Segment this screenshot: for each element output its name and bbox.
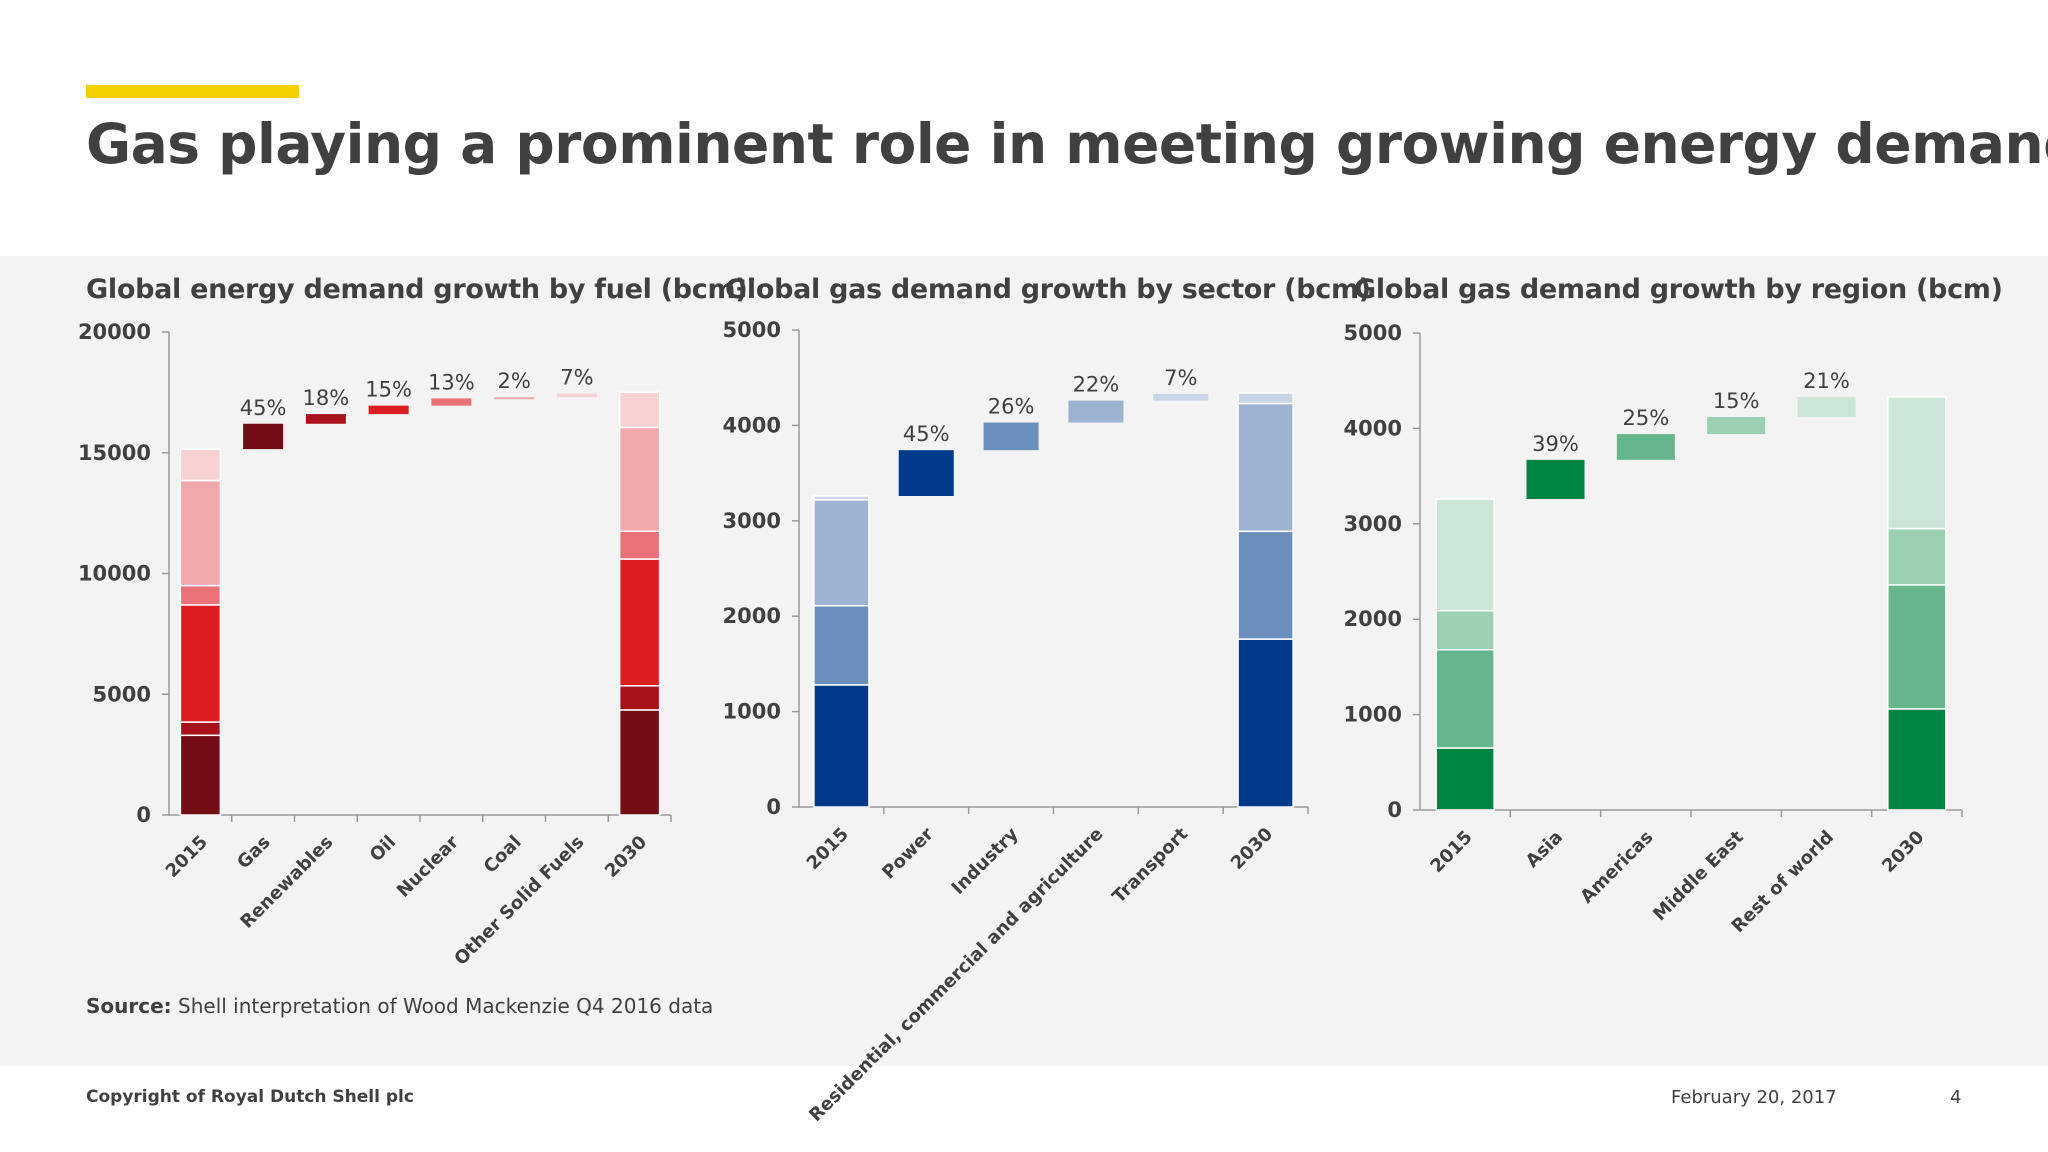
accent-bar	[86, 85, 299, 98]
y-tick-label: 0	[136, 803, 151, 827]
data-label-americas: 25%	[1622, 406, 1669, 430]
bar-rest-of-world	[1797, 396, 1856, 417]
bar-2015-segment-3	[1435, 498, 1495, 612]
source-label: Source:	[86, 994, 172, 1018]
bar-2015-segment-0	[1435, 747, 1495, 811]
bar-2030-segment-2	[618, 558, 661, 687]
y-tick-label: 1000	[723, 700, 781, 724]
source-note: Source: Shell interpretation of Wood Mac…	[86, 994, 713, 1018]
bar-2015-segment-1	[1435, 648, 1495, 749]
data-label-residential-commercial-and-agriculture: 22%	[1073, 373, 1120, 397]
y-tick-label: 1000	[1344, 703, 1402, 727]
bar-2015-segment-0	[813, 684, 870, 808]
data-label-rest-of-world: 21%	[1803, 369, 1850, 393]
bar-2030-segment-1	[1887, 584, 1947, 710]
data-label-middle-east: 15%	[1713, 389, 1760, 413]
y-tick-label: 0	[766, 795, 781, 819]
x-tick-label-2030: 2030	[1878, 827, 1928, 877]
data-label-industry: 26%	[988, 395, 1035, 419]
bar-2030-segment-5	[618, 391, 661, 429]
x-tick-label-asia: Asia	[1522, 827, 1567, 872]
data-label-gas: 45%	[240, 396, 287, 420]
y-tick-label: 10000	[78, 562, 151, 586]
bar-2015-segment-3	[813, 495, 870, 501]
footer-copyright: Copyright of Royal Dutch Shell plc	[86, 1087, 414, 1107]
bar-2030-segment-0	[618, 709, 661, 816]
footer-date: February 20, 2017	[1671, 1087, 1837, 1108]
bar-middle-east	[1707, 416, 1766, 435]
data-label-asia: 39%	[1532, 432, 1579, 456]
x-tick-label-middle-east: Middle East	[1649, 826, 1748, 925]
y-tick-label: 0	[1387, 798, 1402, 822]
data-label-transport: 7%	[1164, 366, 1197, 390]
y-tick-label: 3000	[1344, 512, 1402, 536]
y-tick-label: 4000	[1344, 416, 1402, 440]
chart-title-sector: Global gas demand growth by sector (bcm)	[725, 274, 1371, 305]
bar-2030-segment-2	[1887, 527, 1947, 586]
bar-other-solid-fuels	[556, 393, 597, 398]
bar-americas	[1616, 434, 1675, 460]
bar-2030-segment-0	[1887, 708, 1947, 811]
y-tick-label: 5000	[1344, 321, 1402, 345]
bar-nuclear	[431, 398, 472, 406]
bar-coal	[494, 397, 535, 400]
bar-2015-segment-2	[1435, 609, 1495, 651]
bar-renewables	[305, 414, 346, 424]
bar-2015-segment-5	[179, 448, 222, 482]
data-label-nuclear: 13%	[428, 370, 475, 394]
bar-2030-segment-3	[1887, 396, 1947, 530]
data-label-power: 45%	[903, 422, 950, 446]
data-label-renewables: 18%	[303, 386, 350, 410]
bar-asia	[1526, 459, 1585, 499]
y-tick-label: 3000	[723, 509, 781, 533]
x-tick-label-americas: Americas	[1576, 827, 1657, 908]
bar-2015-segment-2	[179, 604, 222, 723]
bar-2030-segment-1	[618, 685, 661, 711]
source-text: Shell interpretation of Wood Mackenzie Q…	[178, 994, 714, 1018]
bar-oil	[368, 405, 409, 415]
chart-title-fuel: Global energy demand growth by fuel (bcm…	[86, 274, 748, 305]
chart-title-region: Global gas demand growth by region (bcm)	[1354, 274, 2003, 305]
y-tick-label: 20000	[78, 320, 151, 344]
bar-2015-segment-4	[179, 479, 222, 587]
bar-residential-commercial-and-agriculture	[1068, 400, 1124, 423]
bar-2030-segment-1	[1237, 530, 1294, 640]
bar-power	[898, 450, 954, 496]
bar-2030-segment-3	[1237, 392, 1294, 405]
bar-2030-segment-2	[1237, 402, 1294, 533]
y-tick-label: 5000	[723, 318, 781, 342]
bar-2015-segment-1	[813, 604, 870, 686]
data-label-coal: 2%	[497, 369, 530, 393]
bar-2030-segment-0	[1237, 638, 1294, 808]
bar-industry	[983, 422, 1039, 451]
bar-gas	[243, 423, 284, 450]
page-title: Gas playing a prominent role in meeting …	[86, 112, 2048, 176]
bar-2015-segment-0	[179, 734, 222, 816]
data-label-other-solid-fuels: 7%	[560, 366, 593, 390]
bar-2030-segment-4	[618, 426, 661, 532]
chart-panel	[0, 256, 2048, 1066]
x-tick-label-2015: 2015	[1426, 827, 1476, 877]
y-tick-label: 4000	[723, 413, 781, 437]
y-tick-label: 2000	[723, 604, 781, 628]
data-label-oil: 15%	[365, 378, 412, 402]
bar-transport	[1153, 393, 1209, 401]
footer-page-number: 4	[1950, 1087, 1962, 1108]
y-tick-label: 15000	[78, 441, 151, 465]
y-tick-label: 5000	[93, 682, 151, 706]
y-tick-label: 2000	[1344, 607, 1402, 631]
